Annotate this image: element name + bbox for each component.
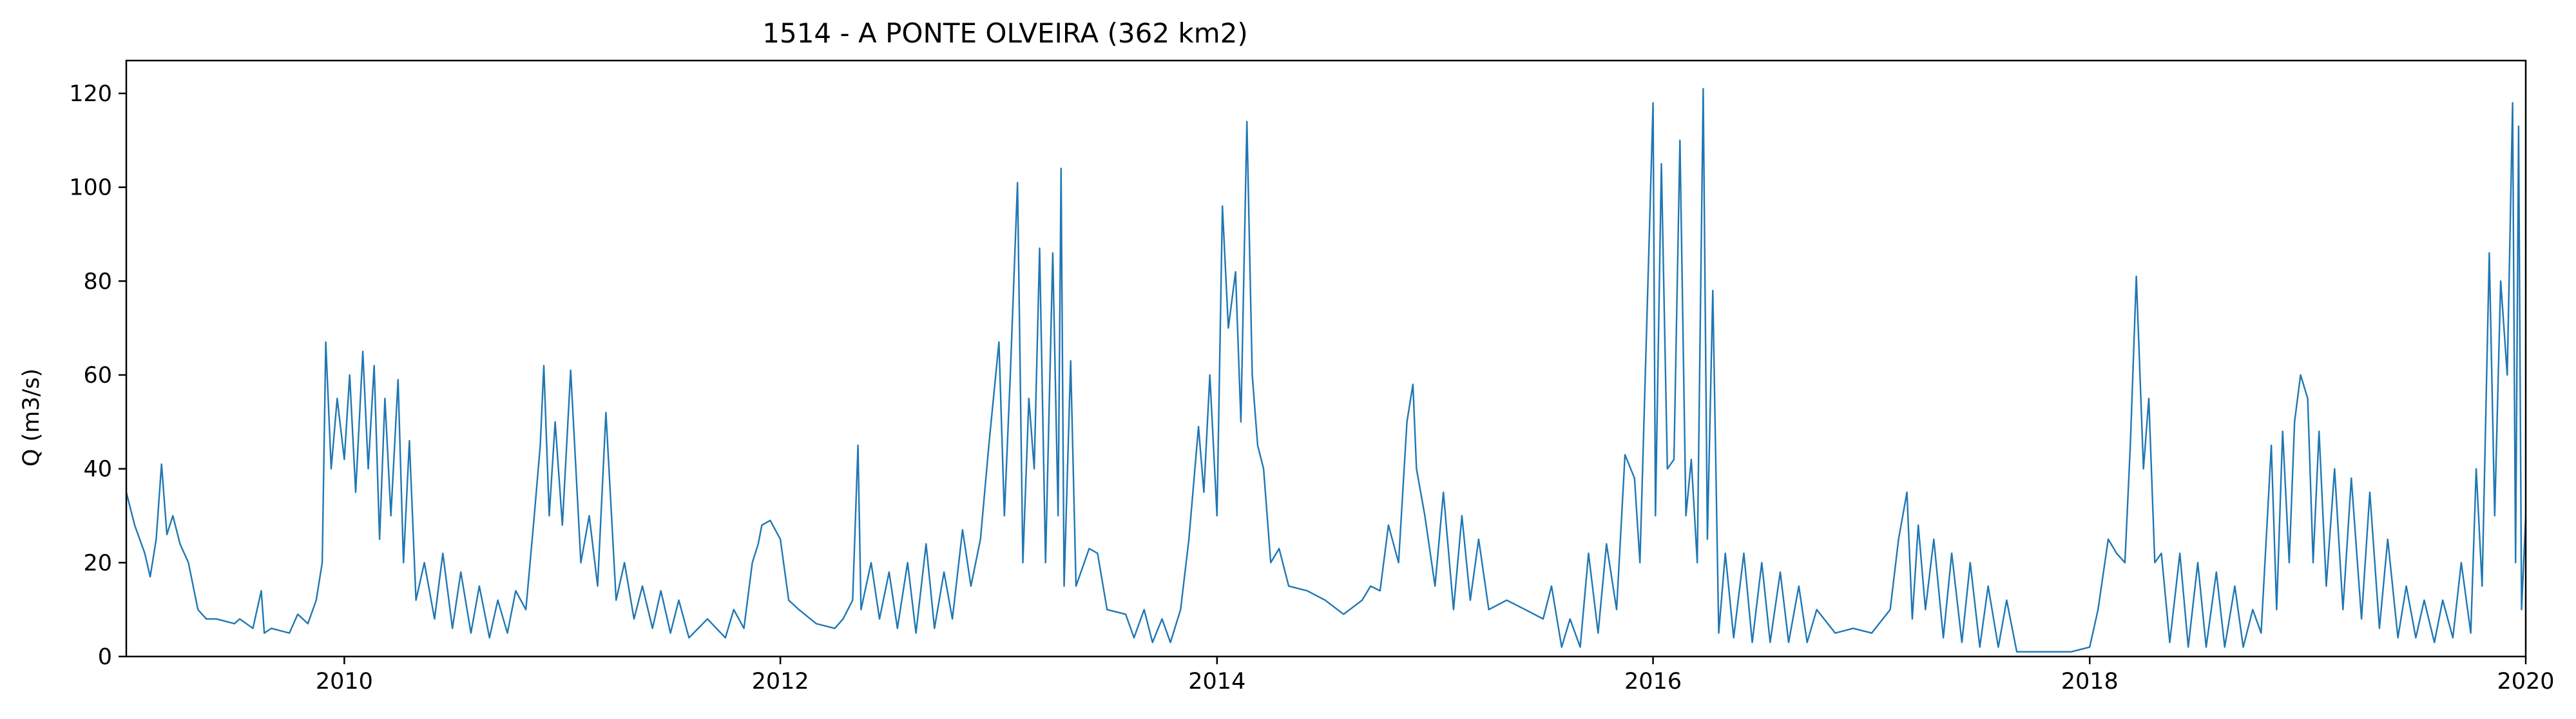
x-tick-label: 2010 [316, 669, 373, 695]
x-tick-label: 2014 [1188, 669, 1245, 695]
chart-title: 1514 - A PONTE OLVEIRA (362 km2) [762, 17, 1247, 49]
y-axis: 0 20 40 60 80 100 120 [69, 81, 126, 670]
y-tick-label: 0 [98, 644, 112, 670]
x-tick-label: 2018 [2061, 669, 2119, 695]
y-tick-label: 60 [83, 363, 112, 388]
y-tick-label: 20 [83, 550, 112, 576]
x-tick-label: 2020 [2497, 669, 2554, 695]
y-tick-label: 120 [69, 81, 112, 107]
y-tick-label: 80 [83, 269, 112, 294]
x-axis: 2010 2012 2014 2016 2018 2020 [316, 657, 2555, 695]
plot-frame [125, 59, 2527, 658]
plot-area [126, 88, 2526, 653]
y-tick-label: 100 [69, 175, 112, 201]
x-tick-label: 2016 [1624, 669, 1682, 695]
y-axis-label: Q (m3/s) [19, 369, 44, 466]
y-tick-label: 40 [83, 457, 112, 483]
discharge-series-line [126, 88, 2526, 653]
x-tick-label: 2012 [752, 669, 809, 695]
